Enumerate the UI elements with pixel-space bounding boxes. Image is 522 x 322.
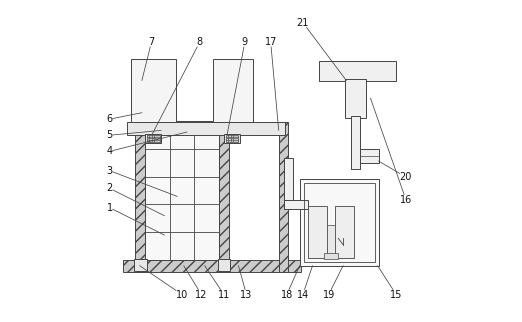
- Bar: [258, 122, 285, 135]
- Text: 14: 14: [296, 266, 313, 300]
- Bar: [135, 121, 145, 260]
- Text: 13: 13: [239, 266, 253, 300]
- Bar: [145, 134, 161, 143]
- Text: 11: 11: [205, 266, 230, 300]
- Bar: [219, 121, 229, 260]
- Bar: [283, 200, 307, 209]
- Bar: [212, 59, 253, 122]
- Bar: [307, 206, 327, 258]
- Text: 8: 8: [152, 37, 203, 134]
- Text: 17: 17: [265, 37, 279, 130]
- Bar: [283, 158, 293, 209]
- Text: 1: 1: [106, 203, 164, 235]
- Text: 6: 6: [106, 113, 142, 124]
- Bar: [304, 183, 375, 262]
- Bar: [345, 79, 365, 118]
- Bar: [350, 116, 360, 169]
- Bar: [145, 121, 219, 260]
- Text: 20: 20: [378, 161, 412, 182]
- Text: 9: 9: [227, 37, 248, 134]
- Bar: [218, 259, 230, 271]
- Bar: [279, 122, 288, 272]
- Bar: [360, 149, 379, 163]
- Bar: [123, 260, 301, 272]
- Text: 16: 16: [371, 98, 412, 205]
- Bar: [147, 135, 160, 142]
- Text: 19: 19: [323, 266, 343, 300]
- Bar: [226, 135, 239, 142]
- Bar: [224, 134, 240, 143]
- Bar: [127, 122, 285, 135]
- Text: 7: 7: [142, 37, 155, 80]
- Bar: [135, 259, 147, 271]
- Text: 5: 5: [106, 130, 161, 140]
- Text: 15: 15: [377, 266, 402, 300]
- Bar: [319, 61, 396, 80]
- Bar: [335, 206, 354, 258]
- Text: 18: 18: [281, 266, 300, 300]
- Bar: [300, 179, 378, 266]
- Text: 12: 12: [184, 266, 208, 300]
- Text: 3: 3: [106, 166, 177, 196]
- Text: 2: 2: [106, 183, 164, 216]
- Text: 21: 21: [296, 17, 346, 80]
- Bar: [324, 253, 338, 259]
- Bar: [130, 59, 176, 122]
- Text: 4: 4: [106, 132, 187, 156]
- Bar: [327, 225, 335, 254]
- Text: 10: 10: [139, 266, 188, 300]
